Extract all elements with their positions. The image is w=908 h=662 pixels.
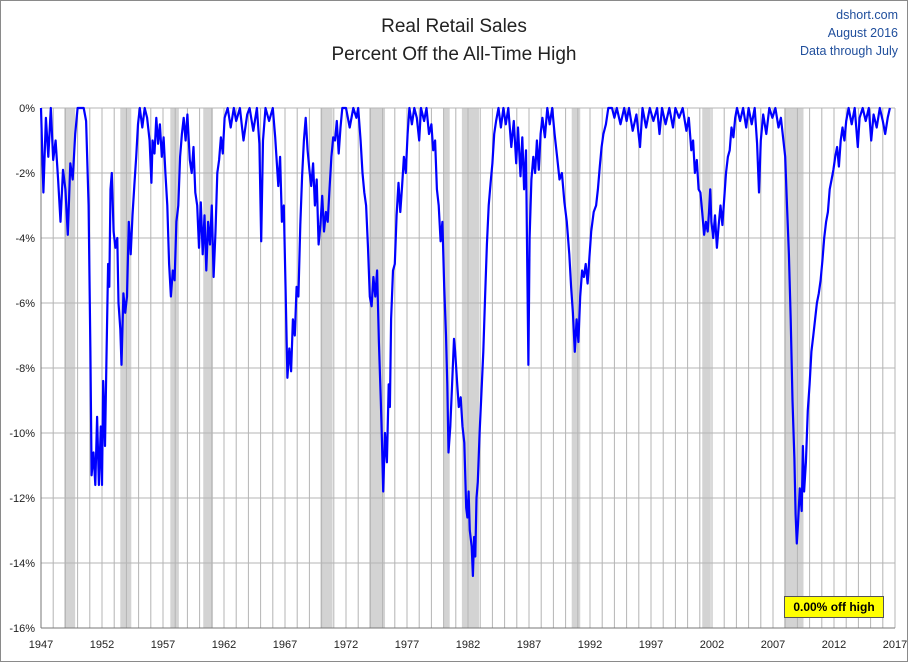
x-tick-label: 2012 — [822, 639, 846, 651]
x-tick-label: 1987 — [517, 639, 541, 651]
chart-title-line1: Real Retail Sales — [381, 16, 527, 37]
source-date: August 2016 — [827, 26, 898, 40]
current-value-badge: 0.00% off high — [784, 596, 884, 618]
x-tick-label: 1947 — [29, 639, 53, 651]
x-tick-label: 2017 — [883, 639, 907, 651]
y-tick-label: -2% — [15, 168, 35, 180]
x-tick-label: 1972 — [334, 639, 358, 651]
y-tick-label: -10% — [9, 428, 35, 440]
y-tick-label: -4% — [15, 233, 35, 245]
x-tick-label: 1962 — [212, 639, 236, 651]
x-tick-label: 1952 — [90, 639, 114, 651]
y-tick-label: -14% — [9, 558, 35, 570]
x-tick-label: 1982 — [456, 639, 480, 651]
y-tick-label: -16% — [9, 623, 35, 635]
source-data-through: Data through July — [800, 44, 898, 58]
x-tick-label: 1997 — [639, 639, 663, 651]
chart-title-line2: Percent Off the All-Time High — [331, 44, 577, 65]
y-tick-label: 0% — [19, 103, 35, 115]
source-site: dshort.com — [836, 8, 898, 22]
y-tick-label: -6% — [15, 298, 35, 310]
x-tick-label: 1967 — [273, 639, 297, 651]
x-tick-label: 2007 — [761, 639, 785, 651]
x-tick-label: 1992 — [578, 639, 602, 651]
x-tick-label: 2002 — [700, 639, 724, 651]
x-tick-label: 1957 — [151, 639, 175, 651]
series-line — [39, 106, 891, 578]
x-tick-label: 1977 — [395, 639, 419, 651]
y-tick-label: -12% — [9, 493, 35, 505]
y-tick-label: -8% — [15, 363, 35, 375]
